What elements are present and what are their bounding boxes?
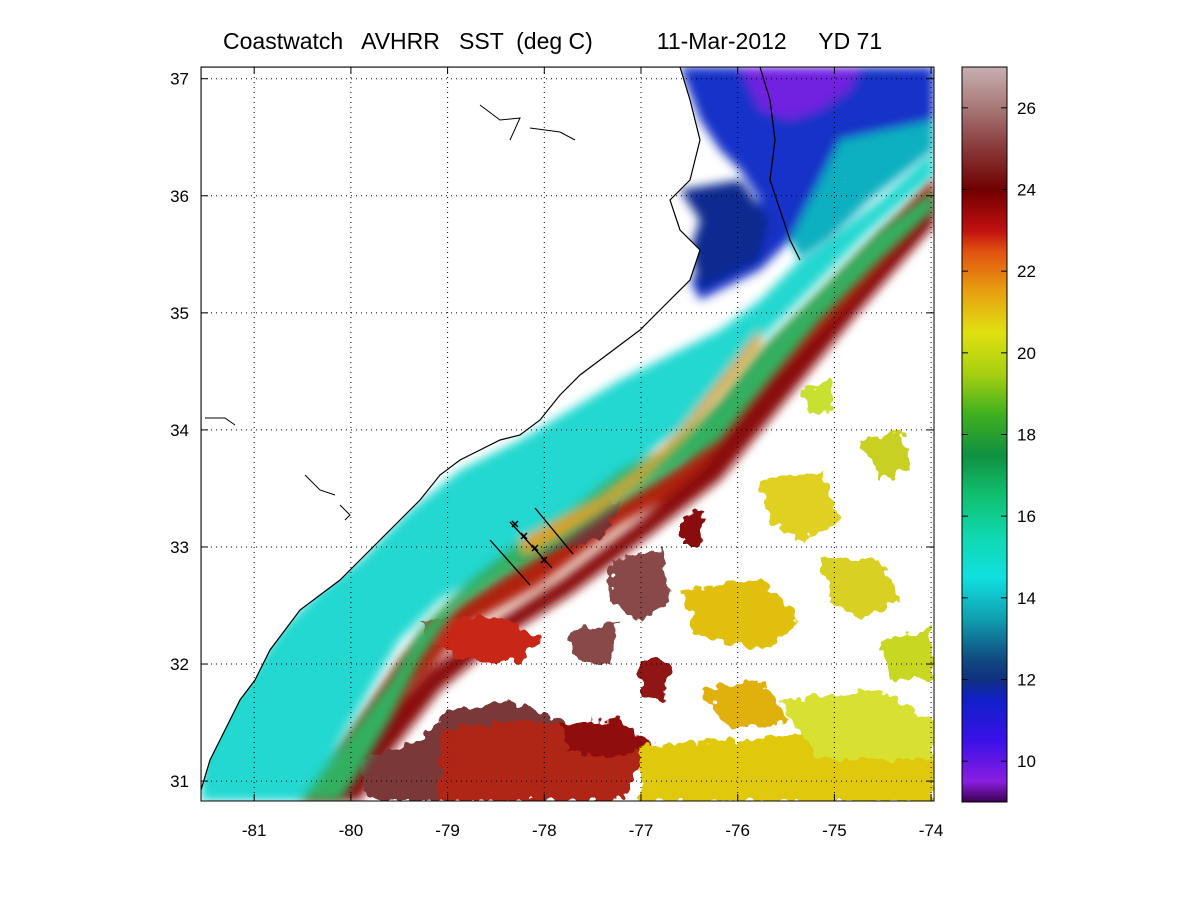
x-tick-label: -81	[242, 821, 267, 840]
colorbar-tick-label: 26	[1017, 99, 1036, 118]
y-tick-label: 35	[170, 304, 189, 323]
y-axis: 31 32 33 34 35 36 37	[170, 70, 934, 791]
colorbar: 10 12 14 16 18 20 22 24 26	[961, 66, 1036, 803]
y-tick-label: 32	[170, 655, 189, 674]
colorbar-ticks: 10 12 14 16 18 20 22 24 26	[962, 99, 1036, 771]
colorbar-gradient	[961, 66, 1008, 803]
colorbar-tick-label: 24	[1017, 181, 1036, 200]
colorbar-tick-label: 20	[1017, 344, 1036, 363]
colorbar-tick-label: 22	[1017, 262, 1036, 281]
map-frame	[200, 66, 935, 802]
colorbar-tick-label: 12	[1017, 671, 1036, 690]
sst-field	[201, 67, 934, 801]
colorbar-tick-label: 10	[1017, 752, 1036, 771]
chart-title: Coastwatch AVHRR SST (deg C) 11-Mar-2012…	[223, 28, 883, 54]
coastline	[201, 67, 801, 791]
transect-markers	[511, 520, 548, 564]
colorbar-tick-label: 14	[1017, 589, 1036, 608]
y-tick-label: 36	[170, 187, 189, 206]
x-tick-label: -79	[435, 821, 460, 840]
colorbar-tick-label: 16	[1017, 507, 1036, 526]
transect-lines	[489, 507, 574, 586]
transect-line-3	[534, 507, 574, 555]
colorbar-tick-label: 18	[1017, 426, 1036, 445]
x-tick-label: -77	[629, 821, 654, 840]
x-axis: -81 -80 -79 -78 -77 -76 -75 -74	[242, 67, 943, 840]
x-tick-label: -74	[919, 821, 944, 840]
transect-line-1	[489, 539, 531, 586]
y-tick-label: 33	[170, 538, 189, 557]
y-tick-label: 31	[170, 772, 189, 791]
graticule-grid	[201, 67, 934, 801]
y-tick-label: 34	[170, 421, 189, 440]
x-tick-label: -80	[339, 821, 364, 840]
x-tick-label: -75	[822, 821, 847, 840]
x-tick-label: -76	[725, 821, 750, 840]
y-tick-label: 37	[170, 70, 189, 89]
estuary-cold-water	[680, 67, 934, 300]
x-tick-label: -78	[532, 821, 557, 840]
offshore-warm-patches	[360, 380, 934, 801]
